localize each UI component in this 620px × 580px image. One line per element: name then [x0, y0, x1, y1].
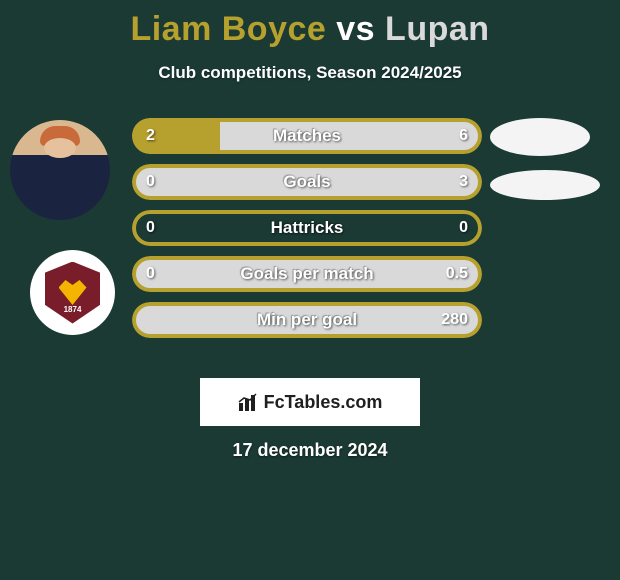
- stat-label: Matches: [132, 118, 482, 154]
- stat-label: Min per goal: [132, 302, 482, 338]
- stat-value-player2: 6: [459, 118, 468, 154]
- player1-club-badge: 1874: [30, 250, 115, 335]
- stat-row-matches: 2Matches6: [132, 118, 482, 154]
- stat-value-player2: 0.5: [446, 256, 468, 292]
- watermark: FcTables.com: [200, 378, 420, 426]
- stat-row-hattricks: 0Hattricks0: [132, 210, 482, 246]
- stat-label: Goals per match: [132, 256, 482, 292]
- stat-row-goals: 0Goals3: [132, 164, 482, 200]
- club-shield-icon: 1874: [45, 262, 100, 324]
- watermark-text: FcTables.com: [264, 392, 383, 413]
- player1-photo: [10, 120, 110, 220]
- comparison-title: Liam Boyce vs Lupan: [0, 0, 620, 49]
- stat-value-player2: 280: [441, 302, 468, 338]
- subtitle: Club competitions, Season 2024/2025: [0, 63, 620, 83]
- comparison-bars: 2Matches60Goals30Hattricks00Goals per ma…: [132, 118, 482, 348]
- player2-club-placeholder: [490, 170, 600, 200]
- player2-photo-placeholder: [490, 118, 590, 156]
- bar-chart-icon: [238, 393, 258, 411]
- stat-row-min-per-goal: Min per goal280: [132, 302, 482, 338]
- stat-value-player2: 3: [459, 164, 468, 200]
- vs-text: vs: [336, 10, 375, 48]
- stat-value-player2: 0: [459, 210, 468, 246]
- player1-name: Liam Boyce: [130, 10, 326, 48]
- date-text: 17 december 2024: [0, 440, 620, 461]
- stat-label: Hattricks: [132, 210, 482, 246]
- left-avatar-column: 1874: [10, 120, 110, 335]
- club-year: 1874: [64, 305, 82, 314]
- stat-row-goals-per-match: 0Goals per match0.5: [132, 256, 482, 292]
- stat-label: Goals: [132, 164, 482, 200]
- right-avatar-column: [490, 118, 608, 214]
- player2-name: Lupan: [385, 10, 489, 48]
